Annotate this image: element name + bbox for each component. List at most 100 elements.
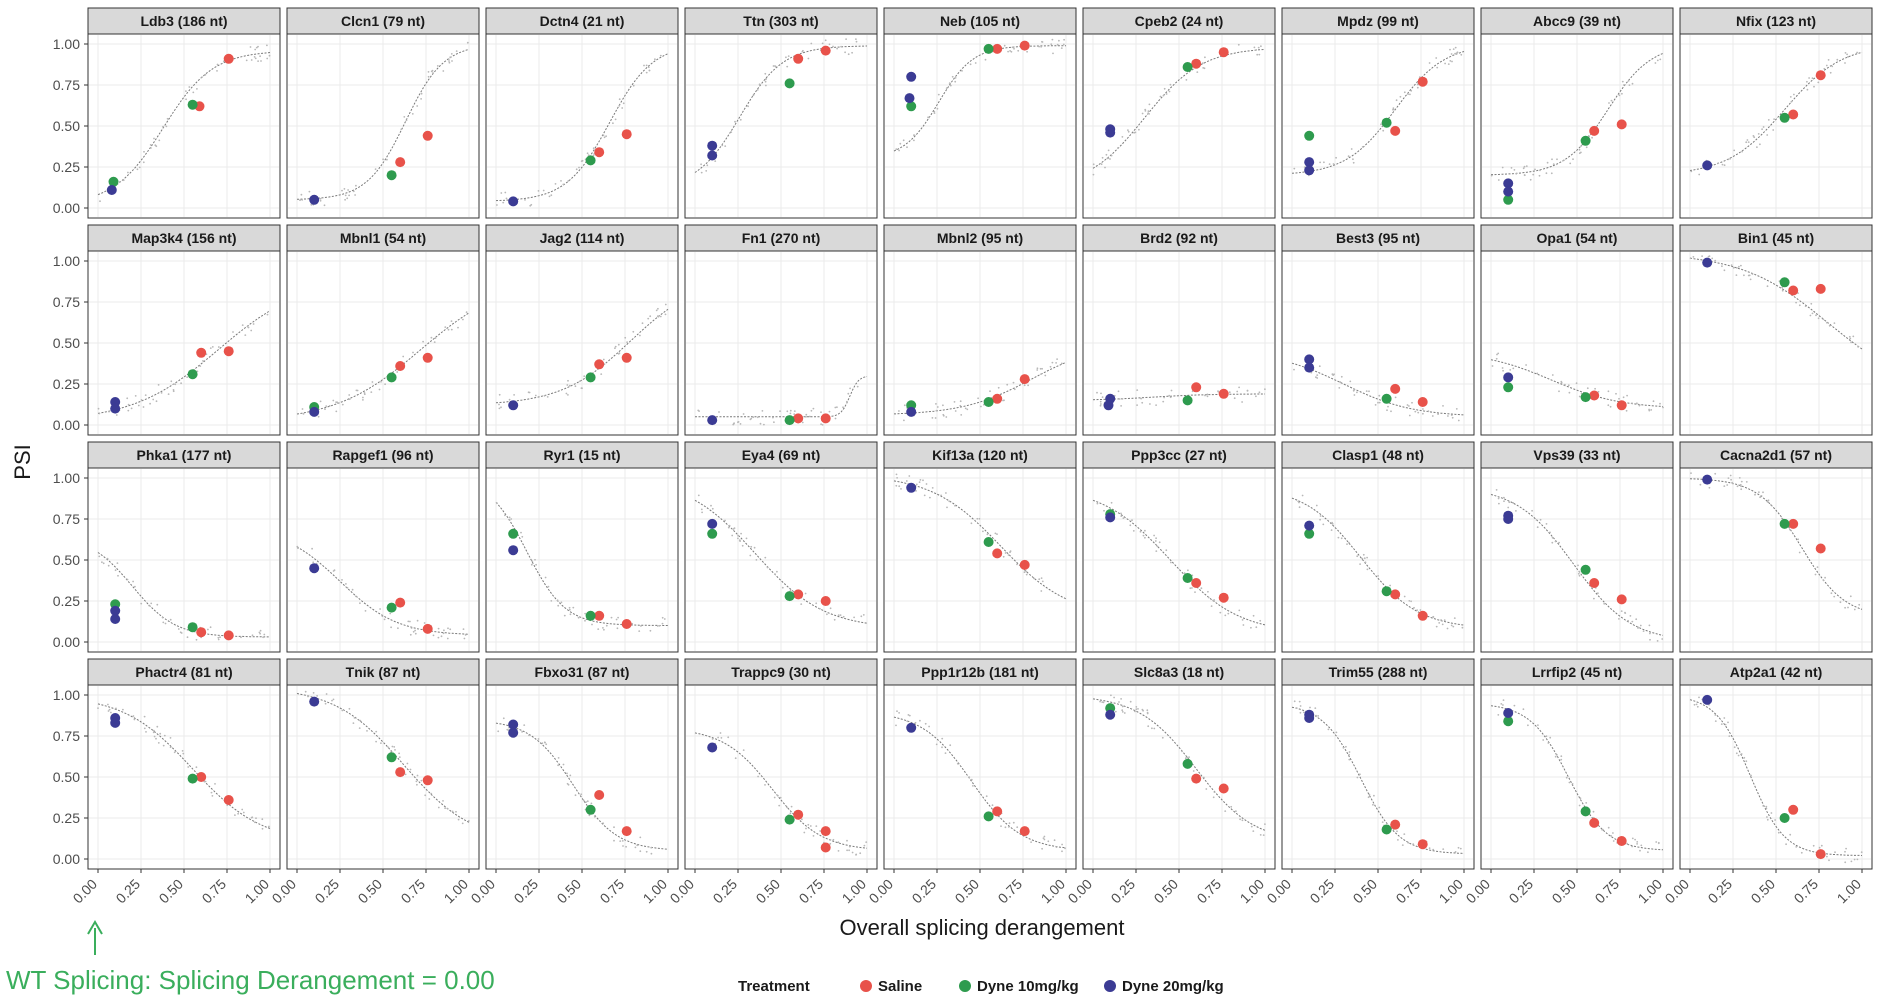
background-point: [332, 399, 335, 402]
background-point: [127, 403, 130, 406]
background-point: [1551, 374, 1554, 376]
background-point: [1323, 161, 1325, 164]
background-point: [137, 404, 140, 407]
y-tick-label: 0.25: [53, 810, 80, 826]
background-point: [153, 137, 155, 140]
background-point: [1158, 541, 1161, 544]
background-point: [1795, 846, 1798, 848]
background-point: [728, 524, 731, 527]
background-point: [645, 850, 648, 853]
background-point: [1258, 53, 1261, 56]
background-point: [1356, 555, 1359, 558]
background-point: [1652, 400, 1655, 403]
background-point: [157, 742, 160, 744]
background-point: [985, 795, 988, 798]
panel-strip: [1679, 658, 1873, 686]
background-point: [1747, 274, 1750, 277]
background-point: [1169, 396, 1172, 399]
panel: Mpdz (99 nt): [1281, 7, 1475, 219]
background-point: [584, 619, 586, 622]
background-point: [812, 407, 815, 410]
background-point: [1181, 750, 1183, 753]
background-point: [1099, 404, 1102, 407]
background-point: [1765, 805, 1768, 808]
background-point: [251, 634, 254, 637]
background-point: [1113, 696, 1115, 699]
background-point: [724, 145, 727, 148]
background-point: [1319, 518, 1321, 521]
background-point: [1745, 481, 1748, 483]
background-point: [204, 73, 207, 76]
background-point: [1762, 491, 1764, 494]
background-point: [706, 164, 709, 167]
background-point: [937, 93, 940, 96]
background-point: [778, 804, 781, 807]
background-point: [641, 322, 644, 325]
background-point: [416, 783, 418, 786]
data-point-dyne10: [1779, 112, 1790, 123]
background-point: [122, 179, 125, 182]
background-point: [648, 69, 651, 72]
background-point: [1380, 123, 1382, 126]
background-point: [1382, 129, 1385, 132]
background-point: [544, 576, 547, 579]
background-point: [465, 311, 468, 313]
background-point: [1503, 500, 1505, 503]
background-point: [409, 633, 412, 636]
background-point: [632, 330, 635, 333]
background-point: [1560, 755, 1563, 758]
background-point: [412, 351, 414, 354]
background-point: [1099, 700, 1101, 703]
background-point: [1551, 158, 1553, 161]
data-point-dyne10: [386, 170, 397, 181]
background-point: [1235, 810, 1237, 813]
background-point: [543, 741, 546, 744]
background-point: [1817, 317, 1820, 320]
data-point-dyne10: [983, 537, 994, 547]
background-point: [826, 613, 828, 616]
x-tick-label: 0.25: [511, 876, 542, 907]
panel-strip: [684, 224, 878, 252]
background-point: [1241, 819, 1244, 822]
background-point: [643, 64, 645, 67]
fit-curve: [1689, 699, 1863, 856]
panel-title: Lrrfip2 (45 nt): [1532, 664, 1622, 680]
background-point: [1140, 397, 1142, 400]
background-point: [1856, 858, 1859, 861]
background-point: [976, 517, 979, 520]
data-point-dyne10: [1503, 194, 1514, 205]
background-point: [1253, 46, 1256, 49]
background-point: [996, 533, 998, 535]
background-point: [1044, 374, 1047, 377]
background-point: [737, 534, 739, 537]
background-point: [1446, 627, 1449, 630]
background-point: [1319, 515, 1322, 517]
background-point: [632, 84, 635, 87]
panel-title: Rapgef1 (96 nt): [332, 447, 433, 463]
background-point: [1626, 394, 1628, 397]
background-point: [621, 107, 624, 109]
background-point: [1717, 162, 1720, 165]
background-point: [98, 412, 101, 415]
data-point-saline: [820, 45, 831, 56]
background-point: [1016, 826, 1019, 829]
background-point: [352, 722, 355, 724]
background-point: [1381, 821, 1384, 823]
background-point: [640, 625, 642, 627]
background-point: [250, 59, 253, 61]
background-point: [1853, 858, 1856, 861]
panel: Trappc9 (30 nt): [684, 658, 878, 870]
background-point: [1010, 50, 1013, 53]
background-point: [1451, 416, 1454, 419]
background-point: [359, 719, 362, 722]
background-point: [211, 346, 214, 348]
background-point: [530, 563, 533, 566]
background-point: [848, 849, 850, 852]
background-point: [855, 854, 857, 856]
background-point: [742, 413, 745, 415]
background-point: [1299, 711, 1302, 714]
panel-strip: [684, 658, 878, 686]
panel: Lrrfip2 (45 nt): [1480, 658, 1674, 870]
background-point: [1147, 110, 1150, 113]
background-point: [409, 620, 411, 623]
